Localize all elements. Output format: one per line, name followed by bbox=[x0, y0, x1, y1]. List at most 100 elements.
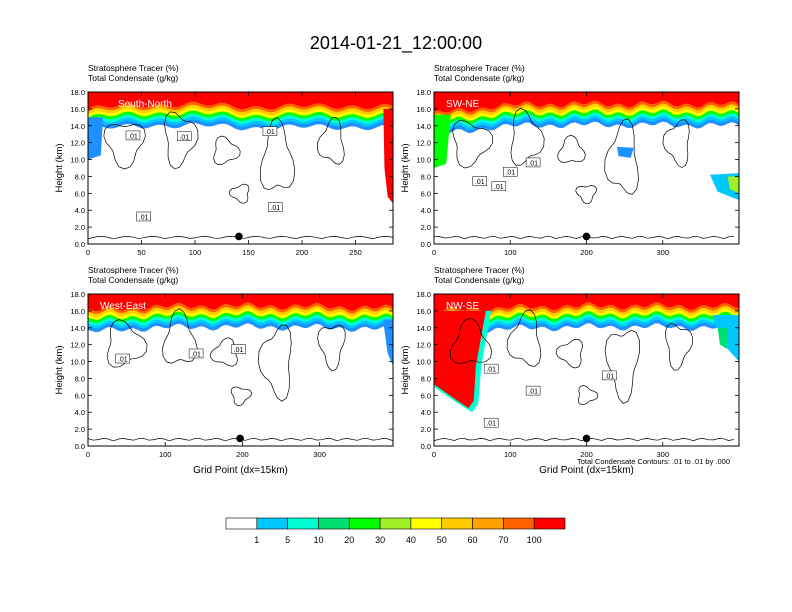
x-tick-label: 100 bbox=[189, 248, 202, 257]
contour-label: .01 bbox=[115, 353, 130, 364]
x-tick-label: 300 bbox=[313, 450, 326, 459]
contour-footnote: Total Condensate Contours: .01 to .01 by… bbox=[577, 457, 730, 466]
y-tick-label: 10.0 bbox=[416, 358, 431, 367]
y-tick-label: 18.0 bbox=[416, 290, 431, 299]
y-tick-label: 4.0 bbox=[421, 206, 431, 215]
colorbar-level-label: 5 bbox=[285, 535, 290, 545]
panel-nw-se: Stratosphere Tracer (%)Total Condensate … bbox=[400, 265, 740, 476]
y-tick-label: 8.0 bbox=[421, 374, 431, 383]
panel-south-north: Stratosphere Tracer (%)Total Condensate … bbox=[54, 63, 394, 257]
contour-label: .01 bbox=[262, 126, 278, 136]
heatmap-field bbox=[434, 294, 739, 446]
y-tick-label: 6.0 bbox=[421, 391, 431, 400]
panel-subtitle-tracer: Stratosphere Tracer (%) bbox=[434, 63, 525, 73]
y-tick-label: 8.0 bbox=[421, 172, 431, 181]
y-tick-label: 14.0 bbox=[416, 324, 431, 333]
x-tick-label: 0 bbox=[432, 248, 436, 257]
colorbar-level-label: 40 bbox=[406, 535, 416, 545]
colorbar-level-label: 60 bbox=[468, 535, 478, 545]
y-tick-label: 0.0 bbox=[75, 240, 85, 249]
svg-text:.01: .01 bbox=[486, 421, 496, 428]
colorbar-swatch bbox=[410, 517, 443, 530]
colorbar-level-label: 10 bbox=[313, 535, 323, 545]
location-marker bbox=[236, 434, 244, 443]
svg-text:.01: .01 bbox=[605, 373, 615, 380]
contour-label: .01 bbox=[503, 166, 518, 177]
section-name-label: West-East bbox=[100, 301, 146, 312]
y-tick-label: 14.0 bbox=[70, 324, 85, 333]
plot-frame bbox=[87, 293, 394, 447]
tracer-intrusion bbox=[434, 310, 486, 408]
colorbar-swatch bbox=[379, 517, 412, 530]
tracer-intrusion bbox=[383, 108, 393, 204]
y-tick-label: 4.0 bbox=[75, 206, 85, 215]
y-tick-label: 0.0 bbox=[421, 442, 431, 451]
section-name-label: South-North bbox=[118, 99, 172, 110]
panel-subtitle-condensate: Total Condensate (g/kg) bbox=[434, 275, 524, 285]
heatmap-field bbox=[88, 92, 393, 244]
y-tick-label: 16.0 bbox=[416, 307, 431, 316]
panel-subtitle-tracer: Stratosphere Tracer (%) bbox=[88, 63, 179, 73]
x-tick-label: 300 bbox=[656, 450, 669, 459]
plot-frame bbox=[87, 91, 394, 245]
contour-label: .01 bbox=[125, 130, 141, 140]
tracer-intrusion bbox=[88, 117, 103, 160]
x-tick-label: 50 bbox=[137, 248, 145, 257]
x-tick-label: 0 bbox=[86, 248, 90, 257]
panel-subtitle-tracer: Stratosphere Tracer (%) bbox=[88, 265, 179, 275]
contour-label: .01 bbox=[177, 131, 192, 141]
svg-text:.01: .01 bbox=[494, 184, 504, 191]
location-marker bbox=[582, 232, 591, 241]
x-tick-label: 150 bbox=[242, 248, 255, 257]
svg-text:.01: .01 bbox=[139, 214, 149, 221]
panel-subtitle-tracer: Stratosphere Tracer (%) bbox=[434, 265, 525, 275]
panel-subtitle-condensate: Total Condensate (g/kg) bbox=[434, 73, 524, 83]
colorbar-level-label: 1 bbox=[254, 535, 259, 545]
svg-text:.01: .01 bbox=[475, 179, 485, 186]
contour-label: .01 bbox=[231, 344, 246, 354]
y-tick-label: 2.0 bbox=[421, 223, 431, 232]
colorbar: 1 5 10 20 30 40 50 60 70 100 bbox=[225, 517, 566, 545]
colorbar-level-label: 20 bbox=[344, 535, 354, 545]
contour-label: .01 bbox=[525, 385, 541, 396]
section-name-label: NW-SE bbox=[446, 301, 479, 312]
svg-text:.01: .01 bbox=[486, 367, 496, 374]
section-name-label: SW-NE bbox=[446, 99, 479, 110]
y-tick-label: 6.0 bbox=[75, 391, 85, 400]
y-tick-label: 12.0 bbox=[70, 139, 85, 148]
colorbar-level-label: 100 bbox=[527, 535, 542, 545]
y-tick-label: 0.0 bbox=[75, 442, 85, 451]
y-tick-label: 18.0 bbox=[416, 88, 431, 97]
svg-text:.01: .01 bbox=[179, 134, 189, 141]
x-axis-label: Grid Point (dx=15km) bbox=[539, 465, 634, 476]
figure-title: 2014-01-21_12:00:00 bbox=[310, 33, 482, 54]
y-axis-label: Height (km) bbox=[54, 143, 65, 192]
y-tick-label: 16.0 bbox=[70, 307, 85, 316]
tracer-band bbox=[434, 294, 739, 313]
colorbar-swatch bbox=[318, 517, 350, 530]
x-tick-label: 100 bbox=[504, 450, 517, 459]
x-tick-label: 250 bbox=[349, 248, 362, 257]
x-tick-label: 200 bbox=[580, 248, 593, 257]
y-tick-label: 8.0 bbox=[75, 172, 85, 181]
heatmap-field bbox=[88, 294, 393, 446]
x-tick-label: 200 bbox=[296, 248, 309, 257]
colorbar-swatch bbox=[533, 517, 566, 530]
panels: Stratosphere Tracer (%)Total Condensate … bbox=[54, 63, 740, 476]
y-tick-label: 2.0 bbox=[75, 425, 85, 434]
contour-label: .01 bbox=[188, 348, 204, 358]
tracer-band bbox=[88, 294, 393, 311]
x-tick-label: 0 bbox=[432, 450, 436, 459]
panel-west-east: Stratosphere Tracer (%)Total Condensate … bbox=[54, 265, 394, 476]
y-tick-label: 0.0 bbox=[421, 240, 431, 249]
y-tick-label: 6.0 bbox=[421, 189, 431, 198]
tracer-intrusion bbox=[617, 146, 634, 158]
contour-label: .01 bbox=[483, 363, 499, 374]
y-tick-label: 2.0 bbox=[75, 223, 85, 232]
svg-text:.01: .01 bbox=[118, 357, 128, 364]
colorbar-swatch bbox=[472, 517, 504, 530]
x-tick-label: 0 bbox=[86, 450, 90, 459]
x-tick-label: 300 bbox=[656, 248, 669, 257]
colorbar-swatch bbox=[503, 517, 535, 530]
